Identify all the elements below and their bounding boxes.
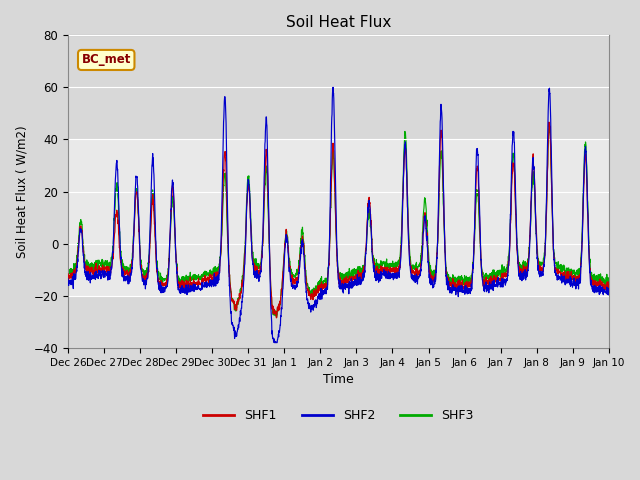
Legend: SHF1, SHF2, SHF3: SHF1, SHF2, SHF3 <box>198 404 479 427</box>
Text: BC_met: BC_met <box>81 53 131 66</box>
Title: Soil Heat Flux: Soil Heat Flux <box>285 15 391 30</box>
X-axis label: Time: Time <box>323 373 354 386</box>
Y-axis label: Soil Heat Flux ( W/m2): Soil Heat Flux ( W/m2) <box>15 125 28 258</box>
Bar <box>68 140 609 296</box>
